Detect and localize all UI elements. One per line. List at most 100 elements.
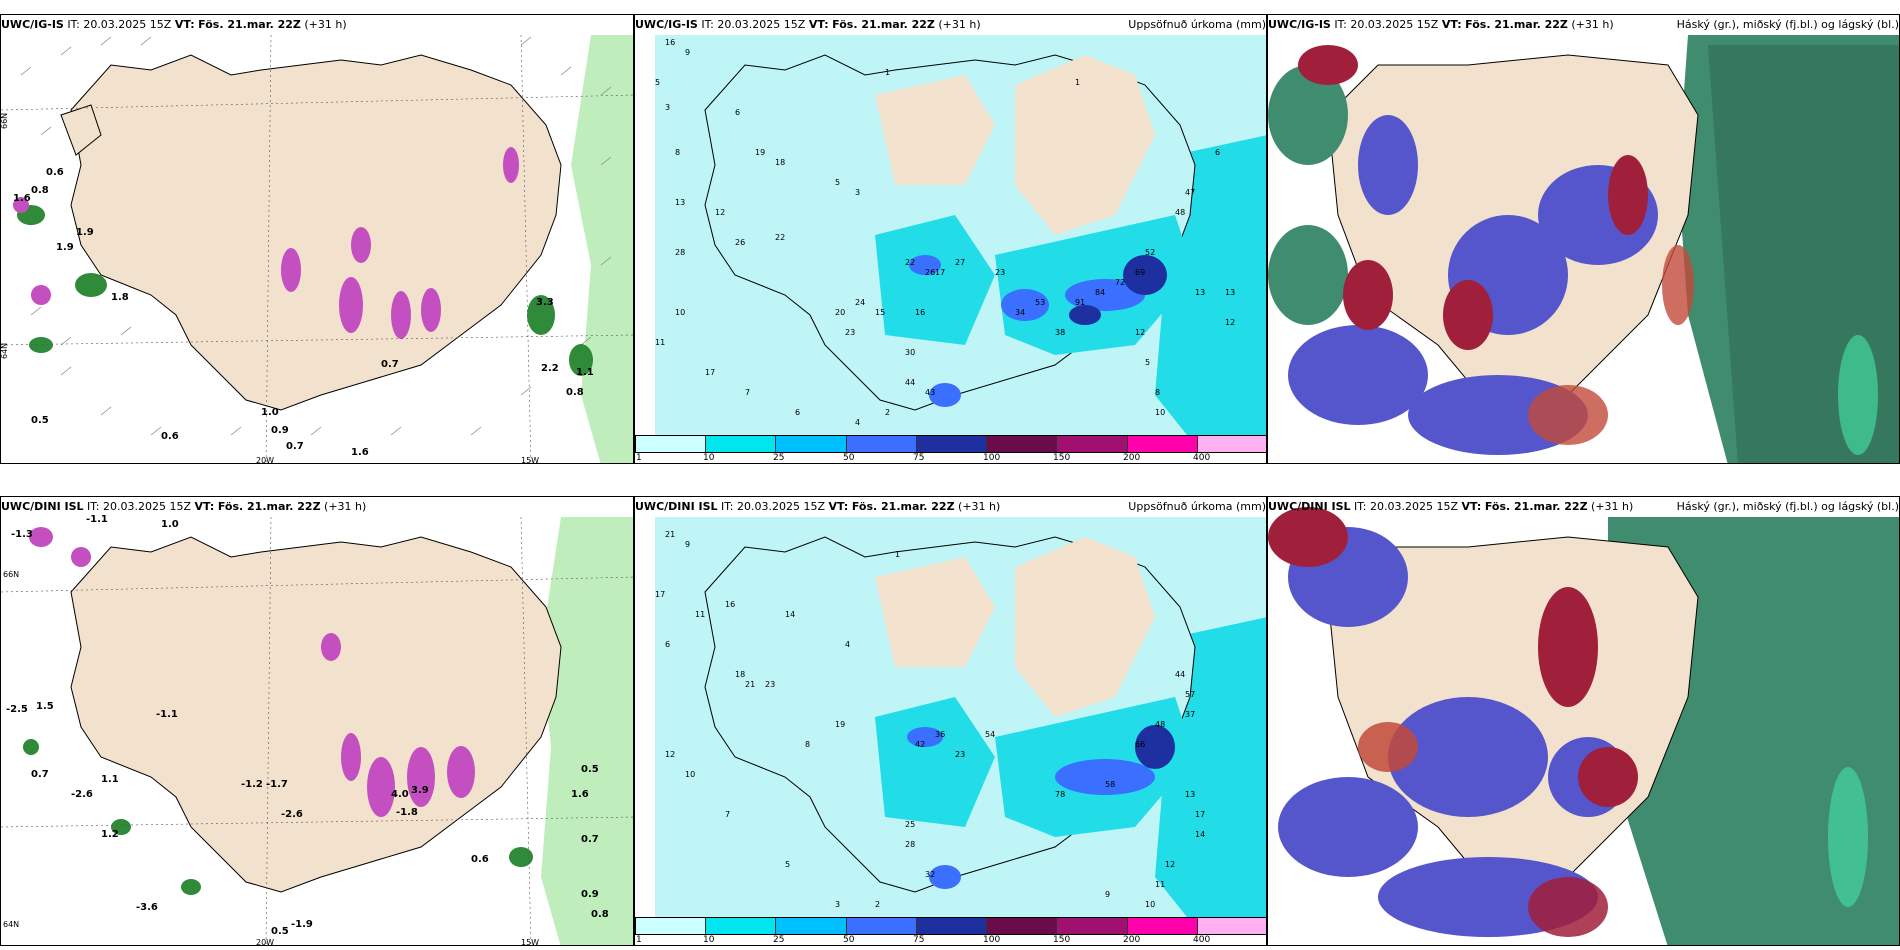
svg-text:0.7: 0.7 [31,769,49,780]
cloud-panel-bottom: UWC/DINI ISL IT: 20.03.2025 15Z VT: Fös.… [1267,496,1900,946]
svg-text:17: 17 [1195,810,1205,819]
svg-text:1.2: 1.2 [101,829,119,840]
lat-label-66: 66N [1,113,9,129]
svg-text:1.0: 1.0 [161,519,179,530]
svg-text:0.6: 0.6 [161,431,179,442]
svg-text:4: 4 [855,418,860,427]
svg-text:4.0: 4.0 [391,789,409,800]
svg-text:1: 1 [895,550,900,559]
wind-panel-top: UWC/IG-IS IT: 20.03.2025 15Z VT: Fös. 21… [0,14,634,464]
svg-text:48: 48 [1155,720,1165,729]
svg-text:13: 13 [1225,288,1235,297]
svg-text:26: 26 [925,268,935,277]
svg-text:84: 84 [1095,288,1105,297]
wind-panel-bottom: UWC/DINI ISL IT: 20.03.2025 15Z VT: Fös.… [0,496,634,946]
graticule [1,34,633,463]
svg-text:12: 12 [1225,318,1235,327]
svg-text:1.6: 1.6 [571,789,589,800]
svg-text:17: 17 [705,368,715,377]
svg-text:58: 58 [1105,780,1115,789]
svg-text:48: 48 [1175,208,1185,217]
lon-label-20: 20W [256,938,274,946]
svg-text:7: 7 [745,388,750,397]
svg-text:-1.1: -1.1 [156,709,178,720]
svg-text:2.2: 2.2 [541,363,559,374]
precip-panel-bottom: UWC/DINI ISL IT: 20.03.2025 15Z VT: Fös.… [634,496,1267,946]
svg-text:43: 43 [925,388,935,397]
svg-text:26: 26 [735,238,745,247]
wind-value-labels-bottom: -2.5 -1.1 -1.3 1.5 0.7 -2.6 1.2 -1.1 -1.… [6,514,609,937]
svg-text:8: 8 [805,740,810,749]
svg-text:3: 3 [665,103,670,112]
svg-text:6: 6 [795,408,800,417]
svg-text:9: 9 [685,48,690,57]
svg-text:14: 14 [1195,830,1205,839]
svg-text:17: 17 [655,590,665,599]
svg-text:25: 25 [905,820,915,829]
svg-text:5: 5 [785,860,790,869]
svg-text:-2.6: -2.6 [71,789,93,800]
svg-text:8: 8 [675,148,680,157]
panel-title: UWC/DINI ISL IT: 20.03.2025 15Z VT: Fös.… [635,500,1001,513]
wind-value-labels-top: 0.6 0.8 1.6 1.9 1.8 0.9 1.0 0.5 0.6 0.7 … [13,167,594,458]
cloud-panel-top: UWC/IG-IS IT: 20.03.2025 15Z VT: Fös. 21… [1267,14,1900,464]
svg-text:16: 16 [725,600,735,609]
lat-label-66: 66N [3,570,19,579]
svg-text:0.8: 0.8 [566,387,584,398]
lat-label-64: 64N [3,920,19,929]
svg-text:1.1: 1.1 [576,367,594,378]
svg-text:23: 23 [995,268,1005,277]
wind-map-svg: 66N 64N 20W 15W 0.6 0.8 1.6 1.9 1.8 0.9 … [1,15,633,464]
svg-text:8: 8 [1155,388,1160,397]
precip-panel-top: UWC/IG-IS IT: 20.03.2025 15Z VT: Fös. 21… [634,14,1267,464]
svg-text:19: 19 [755,148,765,157]
svg-text:15: 15 [875,308,885,317]
svg-text:-1.8: -1.8 [396,807,418,818]
svg-text:1.6: 1.6 [351,447,369,458]
svg-text:4: 4 [845,640,850,649]
svg-text:52: 52 [1145,248,1155,257]
svg-text:19: 19 [835,720,845,729]
svg-text:38: 38 [1055,328,1065,337]
svg-text:42: 42 [915,740,925,749]
svg-text:-2.6: -2.6 [281,809,303,820]
svg-text:1.9: 1.9 [76,227,94,238]
svg-text:6: 6 [735,108,740,117]
svg-text:-1.1: -1.1 [86,514,108,525]
svg-text:10: 10 [1155,408,1165,417]
svg-text:1.5: 1.5 [36,701,54,712]
svg-text:-1.3: -1.3 [11,529,33,540]
panel-title: UWC/IG-IS IT: 20.03.2025 15Z VT: Fös. 21… [1268,18,1614,31]
svg-text:7: 7 [725,810,730,819]
svg-text:20: 20 [835,308,845,317]
svg-text:23: 23 [955,750,965,759]
panel-field-label: Uppsöfnuð úrkoma (mm) [1128,500,1266,513]
svg-text:22: 22 [905,258,915,267]
svg-text:13: 13 [675,198,685,207]
svg-text:11: 11 [655,338,665,347]
panel-title: UWC/DINI ISL IT: 20.03.2025 15Z VT: Fös.… [1,500,367,513]
svg-text:1.9: 1.9 [56,242,74,253]
svg-text:1: 1 [885,68,890,77]
cloud-map-svg [1268,507,1899,945]
svg-text:3: 3 [855,188,860,197]
svg-text:21: 21 [745,680,755,689]
svg-text:72: 72 [1115,278,1125,287]
panel-title: UWC/IG-IS IT: 20.03.2025 15Z VT: Fös. 21… [1,15,351,35]
svg-text:-3.6: -3.6 [136,902,158,913]
svg-text:57: 57 [1185,690,1195,699]
svg-text:16: 16 [665,38,675,47]
svg-text:2: 2 [885,408,890,417]
svg-text:3.9: 3.9 [411,785,429,796]
svg-text:10: 10 [1145,900,1155,909]
svg-text:1.1: 1.1 [101,774,119,785]
svg-text:0.5: 0.5 [31,415,49,426]
svg-text:54: 54 [985,730,995,739]
svg-text:78: 78 [1055,790,1065,799]
lon-label-15: 15W [521,456,539,464]
svg-text:0.8: 0.8 [31,185,49,196]
